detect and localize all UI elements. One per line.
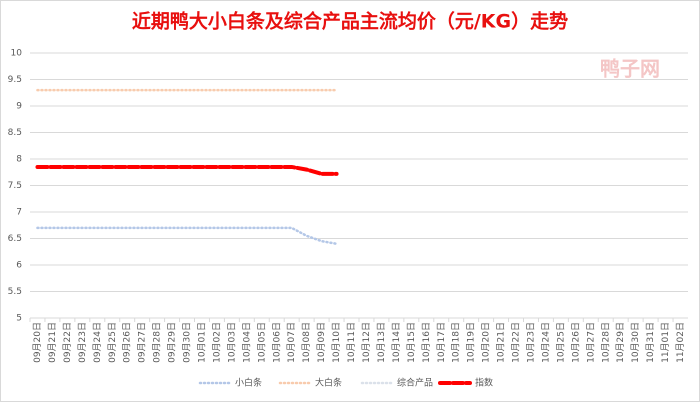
x-tick-label: 09月29日 <box>167 322 178 363</box>
x-tick-label: 10月31日 <box>645 322 656 363</box>
x-tick-label: 10月18日 <box>451 322 462 363</box>
x-tick-label: 10月09日 <box>316 322 327 363</box>
y-tick-label: 10 <box>11 49 23 59</box>
watermark: 鸭子网 <box>600 57 660 81</box>
x-tick-label: 10月06日 <box>271 322 282 363</box>
x-tick-label: 10月12日 <box>361 322 372 363</box>
legend-label: 大白条 <box>315 377 342 389</box>
x-tick-label: 09月24日 <box>92 322 103 363</box>
y-tick-label: 8 <box>16 155 22 165</box>
x-tick-label: 10月04日 <box>241 322 252 363</box>
x-tick-label: 10月23日 <box>525 322 536 363</box>
legend-label: 综合产品 <box>397 377 433 389</box>
y-tick-label: 6 <box>16 261 22 271</box>
x-tick-label: 10月14日 <box>391 322 402 363</box>
legend-label: 小白条 <box>235 377 262 389</box>
y-tick-label: 6.5 <box>8 234 22 244</box>
series-line <box>36 226 338 246</box>
x-tick-label: 10月27日 <box>585 322 596 363</box>
x-tick-label: 10月20日 <box>481 322 492 363</box>
x-tick-label: 09月22日 <box>62 322 73 363</box>
x-tick-label: 09月25日 <box>107 322 118 363</box>
x-tick-label: 10月13日 <box>376 322 387 363</box>
x-tick-label: 10月21日 <box>496 322 507 363</box>
y-tick-label: 9 <box>16 102 22 112</box>
legend-label: 指数 <box>475 377 493 389</box>
x-tick-label: 09月20日 <box>32 322 43 363</box>
x-tick-label: 10月24日 <box>540 322 551 363</box>
x-tick-label: 09月21日 <box>47 322 58 363</box>
x-tick-label: 11月02日 <box>675 322 686 363</box>
y-tick-label: 7.5 <box>8 181 22 191</box>
x-tick-label: 10月22日 <box>511 322 522 363</box>
chart-title: 近期鸭大小白条及综合产品主流均价（元/KG）走势 <box>132 10 568 33</box>
x-tick-label: 09月26日 <box>122 322 133 363</box>
x-tick-label: 10月17日 <box>436 322 447 363</box>
x-tick-label: 10月11日 <box>346 322 357 363</box>
y-tick-label: 5 <box>16 314 22 324</box>
x-tick-label: 10月19日 <box>466 322 477 363</box>
x-tick-label: 10月26日 <box>570 322 581 363</box>
x-tick-label: 11月01日 <box>660 322 671 363</box>
y-tick-label: 7 <box>16 208 22 218</box>
x-tick-label: 09月30日 <box>182 322 193 363</box>
x-tick-label: 10月15日 <box>406 322 417 363</box>
x-tick-label: 10月01日 <box>196 322 207 363</box>
x-tick-label: 10月10日 <box>331 322 342 363</box>
x-tick-label: 09月27日 <box>137 322 148 363</box>
y-tick-label: 9.5 <box>8 75 22 85</box>
x-tick-label: 10月08日 <box>301 322 312 363</box>
x-tick-label: 09月23日 <box>77 322 88 363</box>
x-tick-label: 10月07日 <box>286 322 297 363</box>
x-tick-label: 10月28日 <box>600 322 611 363</box>
x-tick-label: 10月29日 <box>615 322 626 363</box>
series-line <box>35 164 339 176</box>
y-tick-label: 8.5 <box>8 128 22 138</box>
x-tick-label: 09月28日 <box>152 322 163 363</box>
x-tick-label: 10月02日 <box>211 322 222 363</box>
x-tick-label: 10月25日 <box>555 322 566 363</box>
x-tick-label: 10月03日 <box>226 322 237 363</box>
x-tick-label: 10月16日 <box>421 322 432 363</box>
y-tick-label: 5.5 <box>8 287 22 297</box>
x-tick-label: 10月05日 <box>256 322 267 363</box>
x-tick-label: 10月30日 <box>630 322 641 363</box>
